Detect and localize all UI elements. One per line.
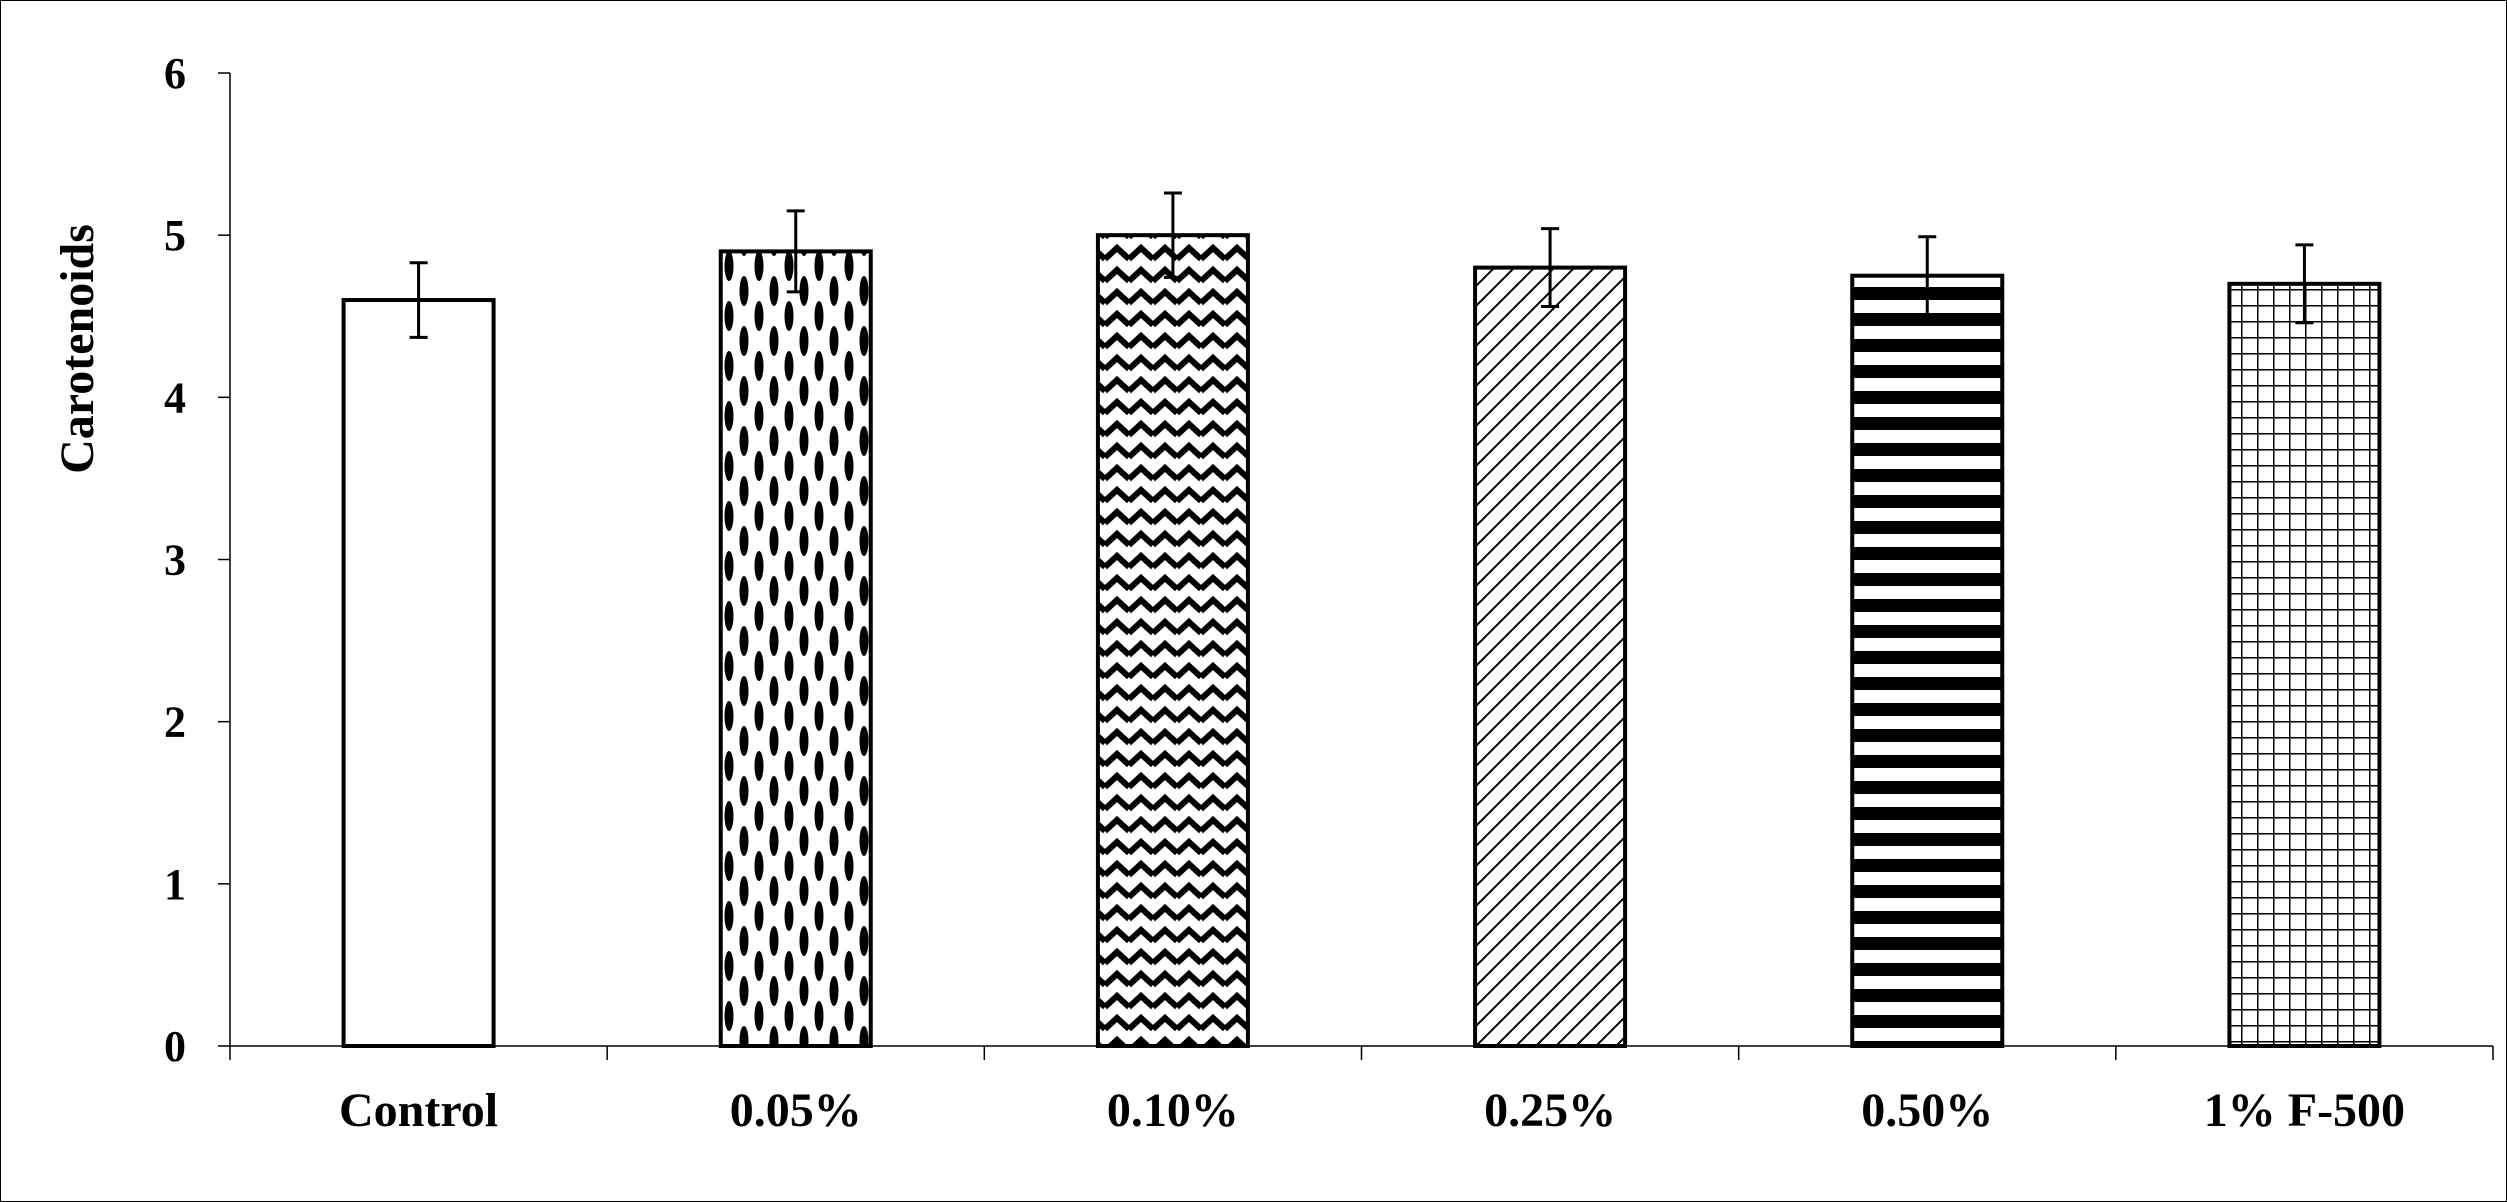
y-tick-label: 5 (164, 211, 186, 260)
x-category-label: 0.10% (1107, 1084, 1239, 1137)
bar-2 (1095, 233, 1250, 1048)
x-category-label: 1% F-500 (2204, 1084, 2405, 1137)
y-axis-title: Carotenoids (51, 224, 104, 474)
y-tick-label: 3 (164, 536, 186, 585)
bar-5 (2227, 281, 2382, 1049)
x-category-label: 0.25% (1484, 1084, 1616, 1137)
y-tick-label: 4 (164, 373, 186, 422)
bar-0 (341, 298, 496, 1048)
x-category-label: Control (339, 1084, 498, 1137)
y-tick-label: 1 (164, 860, 186, 909)
y-tick-label: 6 (164, 49, 186, 98)
bar-4 (1850, 273, 2005, 1049)
x-category-label: 0.05% (730, 1084, 862, 1137)
x-category-label: 0.50% (1861, 1084, 1993, 1137)
y-tick-label: 2 (164, 698, 186, 747)
bar-3 (1473, 265, 1628, 1049)
bar-1 (718, 249, 873, 1048)
y-tick-label: 0 (164, 1022, 186, 1071)
